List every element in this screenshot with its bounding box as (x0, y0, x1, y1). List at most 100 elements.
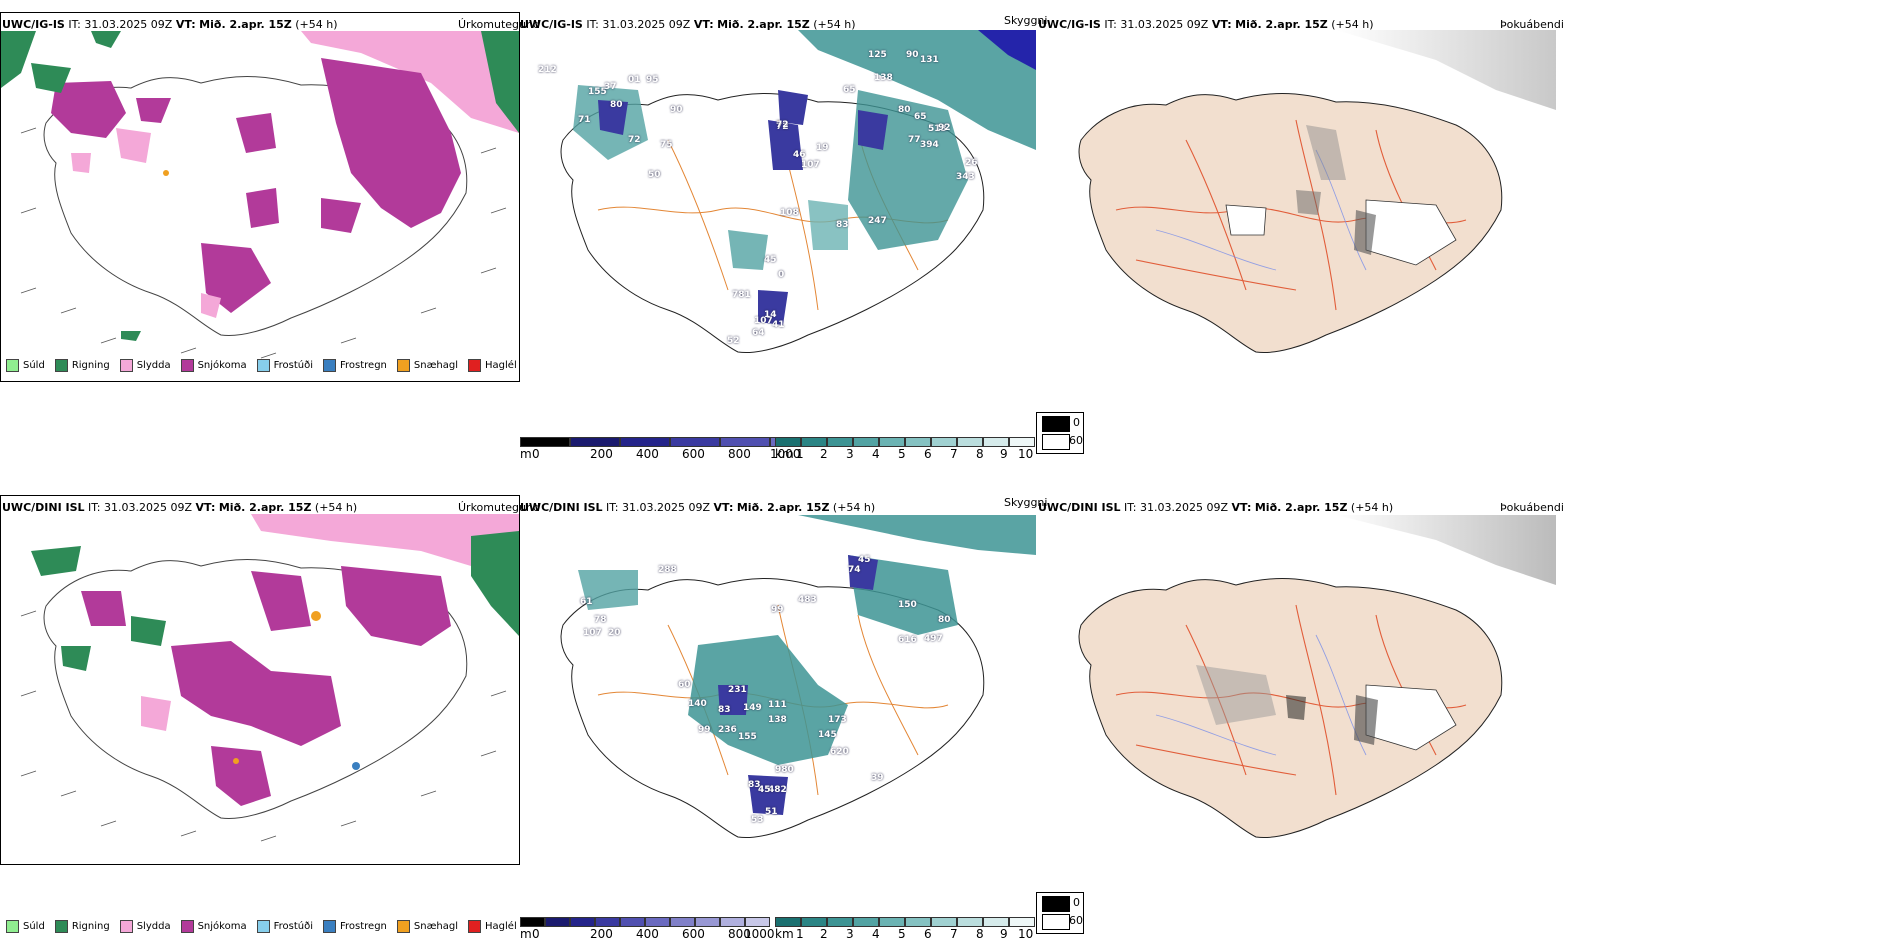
ceiling-tick: 1000 (744, 927, 775, 941)
panel-fog-igis (1036, 30, 1556, 370)
visibility-ramp-bottom (775, 917, 1035, 927)
ceiling-tick: 0 (532, 927, 540, 941)
vt-value: Mið. 2.apr. 15Z (1254, 501, 1348, 514)
panel-title: Úrkomutegund (458, 501, 540, 514)
model-name: UWC/IG-IS (1038, 18, 1101, 31)
fog-legend-top: 0 60 (1036, 412, 1084, 454)
lead-time: (+54 h) (1331, 18, 1374, 31)
ceiling-tick: 0 (532, 447, 540, 461)
ceiling-tick: 800 (728, 447, 751, 461)
lead-time: (+54 h) (295, 18, 338, 31)
legend-label: Rigning (71, 360, 110, 371)
legend-item-rigning: Rigning (54, 920, 110, 933)
header-p6: UWC/DINI ISL IT: 31.03.2025 09Z VT: Mið.… (1038, 501, 1393, 514)
vis-tick: 1 (796, 927, 804, 941)
legend-swatch (256, 920, 270, 933)
legend-swatch (468, 920, 482, 933)
vis-tick: 7 (950, 927, 958, 941)
vt-value: Mið. 2.apr. 15Z (199, 18, 292, 31)
legend-swatch (396, 920, 410, 933)
map-precip-igis (1, 31, 519, 359)
map-precip-dini (20, 514, 519, 842)
legend-swatch (468, 359, 482, 372)
legend-label: Haglél (485, 921, 517, 932)
vis-tick: 7 (950, 447, 958, 461)
model-name: UWC/DINI ISL (1038, 501, 1121, 514)
vis-tick: 4 (872, 927, 880, 941)
vis-tick: 2 (820, 927, 828, 941)
legend-label: Frostúði (273, 360, 313, 371)
vt-label: VT: (1231, 501, 1252, 514)
legend-swatch (119, 359, 133, 372)
it-value: 31.03.2025 09Z (602, 18, 691, 31)
header-p3: UWC/IG-IS IT: 31.03.2025 09Z VT: Mið. 2.… (1038, 18, 1374, 31)
ceiling-unit: m (520, 927, 532, 941)
fog-swatch-light (1042, 914, 1070, 930)
lead-time: (+54 h) (832, 501, 876, 514)
legend-item-frostudi: Frostúði (256, 359, 313, 372)
ceiling-tick: 200 (590, 447, 613, 461)
vis-tick: 3 (846, 927, 854, 941)
vis-tick: 6 (924, 447, 932, 461)
legend-swatch (396, 359, 410, 372)
vt-label: VT: (195, 501, 216, 514)
panel-precip-type-dini (0, 495, 520, 865)
panel-precip-type-igis (0, 12, 520, 382)
ceiling-tick: 600 (682, 927, 705, 941)
map-fog-dini (1078, 515, 1556, 839)
map-fog-igis (1078, 30, 1556, 354)
ceiling-tick: 800 (728, 927, 751, 941)
legend-label: Snjókoma (197, 921, 247, 932)
vis-tick: 8 (976, 927, 984, 941)
vis-tick: 10 (1018, 927, 1034, 941)
model-name: UWC/DINI ISL (520, 501, 603, 514)
legend-swatch (256, 359, 270, 372)
vt-label: VT: (175, 18, 196, 31)
legend-swatch (119, 920, 133, 933)
legend-label: Snæhagl (413, 921, 459, 932)
legend-item-suld: Súld (6, 359, 45, 372)
legend-item-snjokoma: Snjókoma (180, 920, 247, 933)
ceiling-tick: 1000 (770, 447, 801, 461)
panel-title: Þokuábendi (1500, 501, 1564, 514)
ceiling-tick: 200 (590, 927, 613, 941)
legend-label: Haglél (485, 360, 517, 371)
it-label: IT: (586, 18, 599, 31)
vis-tick: 9 (1000, 927, 1008, 941)
legend-item-frostudi: Frostúði (256, 920, 313, 933)
panel-title: Úrkomutegund (458, 18, 540, 31)
it-label: IT: (1124, 501, 1137, 514)
visibility-ramp-top (775, 437, 1035, 447)
visibility-unit: km (775, 447, 794, 461)
legend-label: Slydda (136, 360, 171, 371)
lead-time: (+54 h) (1350, 501, 1394, 514)
fog-legend-bottom: 0 60 (1036, 892, 1084, 934)
vis-tick: 1 (796, 447, 804, 461)
fog-label-dark: 0 (1073, 896, 1080, 909)
model-name: UWC/IG-IS (2, 18, 65, 31)
legend-swatch (323, 920, 336, 933)
it-value: 31.03.2025 09Z (104, 501, 193, 514)
legend-label: Frostregn (340, 921, 387, 932)
legend-swatch (6, 920, 19, 933)
it-value: 31.03.2025 09Z (622, 501, 711, 514)
it-value: 31.03.2025 09Z (1120, 18, 1209, 31)
vis-tick: 2 (820, 447, 828, 461)
vis-tick: 4 (872, 447, 880, 461)
it-label: IT: (68, 18, 81, 31)
ceiling-ramp-bottom (520, 917, 770, 927)
vt-value: Mið. 2.apr. 15Z (717, 18, 810, 31)
panel-visibility-dini (518, 515, 1036, 845)
vis-tick: 8 (976, 447, 984, 461)
legend-item-snjokoma: Snjókoma (180, 359, 247, 372)
legend-label: Snæhagl (413, 360, 459, 371)
legend-item-snaehagl: Snæhagl (396, 359, 459, 372)
vt-value: Mið. 2.apr. 15Z (736, 501, 830, 514)
legend-swatch (323, 359, 336, 372)
header-p5: UWC/DINI ISL IT: 31.03.2025 09Z VT: Mið.… (520, 501, 875, 514)
header-p4: UWC/DINI ISL IT: 31.03.2025 09Z VT: Mið.… (2, 501, 357, 514)
header-p2: UWC/IG-IS IT: 31.03.2025 09Z VT: Mið. 2.… (520, 18, 856, 31)
header-p1: UWC/IG-IS IT: 31.03.2025 09Z VT: Mið. 2.… (2, 18, 338, 31)
vt-label: VT: (693, 18, 714, 31)
ceiling-tick: 400 (636, 927, 659, 941)
